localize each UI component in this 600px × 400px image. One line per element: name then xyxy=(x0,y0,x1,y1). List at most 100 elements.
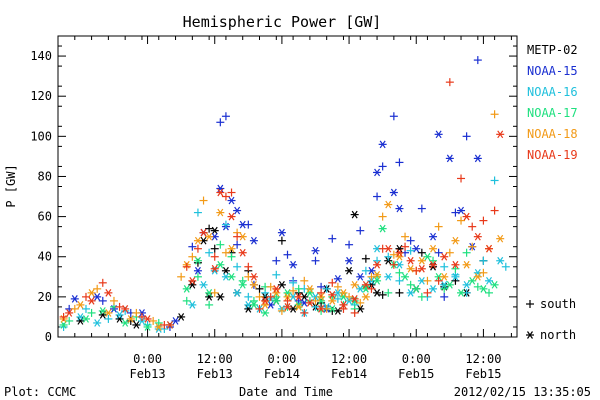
south-marker xyxy=(339,304,348,313)
south-marker xyxy=(205,248,214,257)
north-marker xyxy=(317,305,326,313)
x-tick-date: Feb14 xyxy=(264,367,300,381)
north-marker xyxy=(350,210,359,219)
north-marker xyxy=(406,256,415,265)
north-marker xyxy=(468,276,477,285)
north-marker xyxy=(238,248,247,257)
north-marker xyxy=(305,289,314,297)
north-marker xyxy=(356,272,365,281)
north-marker xyxy=(93,319,102,327)
south-marker xyxy=(395,276,404,285)
north-marker xyxy=(473,154,482,163)
north-marker xyxy=(406,289,415,297)
north-marker xyxy=(373,270,382,279)
south-marker xyxy=(81,292,90,301)
south-marker xyxy=(479,216,488,225)
south-marker xyxy=(328,278,337,287)
south-marker xyxy=(434,276,443,285)
north-marker xyxy=(457,206,466,215)
south-marker xyxy=(468,242,477,251)
north-marker xyxy=(205,232,214,241)
south-marker xyxy=(311,256,320,265)
north-marker xyxy=(479,284,488,293)
north-marker xyxy=(423,252,432,261)
chart-title: Hemispheric Power [GW] xyxy=(183,13,382,31)
north-marker xyxy=(373,168,382,177)
south-marker xyxy=(401,242,410,251)
south-marker xyxy=(345,292,354,301)
south-marker xyxy=(333,282,342,291)
south-marker xyxy=(373,192,382,201)
south-marker xyxy=(221,248,230,257)
marker-legend-symbol xyxy=(526,300,534,308)
x-tick-date: Feb15 xyxy=(465,367,501,381)
north-marker xyxy=(188,301,197,309)
north-marker xyxy=(373,276,382,285)
north-marker xyxy=(473,272,482,281)
north-marker xyxy=(104,309,113,317)
north-marker xyxy=(205,293,214,301)
north-marker xyxy=(496,234,505,243)
north-marker xyxy=(249,301,258,309)
south-marker xyxy=(81,304,90,313)
south-marker xyxy=(177,272,186,281)
south-marker xyxy=(182,296,191,305)
south-marker xyxy=(289,278,298,287)
south-marker xyxy=(199,196,208,205)
north-marker xyxy=(272,297,281,305)
south-marker xyxy=(137,312,146,321)
south-marker xyxy=(434,222,443,231)
south-marker xyxy=(210,244,219,253)
south-marker xyxy=(462,248,471,257)
north-marker xyxy=(249,280,258,289)
south-marker xyxy=(333,294,342,303)
north-marker xyxy=(210,226,219,235)
south-marker xyxy=(193,244,202,253)
north-marker xyxy=(244,305,253,313)
south-marker xyxy=(70,304,79,313)
south-marker xyxy=(395,268,404,277)
north-marker xyxy=(221,266,230,275)
north-marker xyxy=(261,301,270,309)
north-marker xyxy=(305,284,314,293)
legend-entry: NOAA-17 xyxy=(527,106,578,120)
north-marker xyxy=(311,246,320,255)
north-marker xyxy=(384,200,393,209)
x-tick-date: Feb13 xyxy=(129,367,165,381)
north-marker xyxy=(277,228,286,237)
north-marker xyxy=(451,272,460,281)
north-marker xyxy=(227,212,236,221)
north-marker xyxy=(289,260,298,269)
north-marker xyxy=(199,228,208,237)
north-marker xyxy=(132,321,141,329)
south-marker xyxy=(283,250,292,259)
north-marker xyxy=(272,284,281,293)
north-marker xyxy=(193,236,202,245)
north-marker xyxy=(87,289,96,297)
north-marker xyxy=(216,260,225,269)
south-marker xyxy=(233,240,242,249)
north-marker xyxy=(261,297,270,305)
south-marker xyxy=(300,308,309,317)
south-marker xyxy=(249,296,258,305)
y-axis-label: P [GW] xyxy=(4,164,18,207)
south-marker xyxy=(255,292,264,301)
north-marker xyxy=(378,224,387,233)
north-marker xyxy=(451,236,460,245)
north-marker xyxy=(70,295,79,303)
north-marker xyxy=(227,196,236,205)
south-marker xyxy=(457,174,466,183)
y-tick-label: 20 xyxy=(38,290,52,304)
south-marker xyxy=(227,188,236,197)
south-marker xyxy=(395,288,404,297)
north-marker xyxy=(283,303,292,311)
south-marker xyxy=(244,292,253,301)
legend-entry: NOAA-18 xyxy=(527,127,578,141)
marker-legend: south north xyxy=(526,297,576,342)
north-marker xyxy=(462,260,471,269)
north-marker xyxy=(81,315,90,323)
south-marker xyxy=(277,236,286,245)
north-marker xyxy=(294,293,303,301)
north-marker xyxy=(305,299,314,307)
north-marker xyxy=(384,244,393,253)
